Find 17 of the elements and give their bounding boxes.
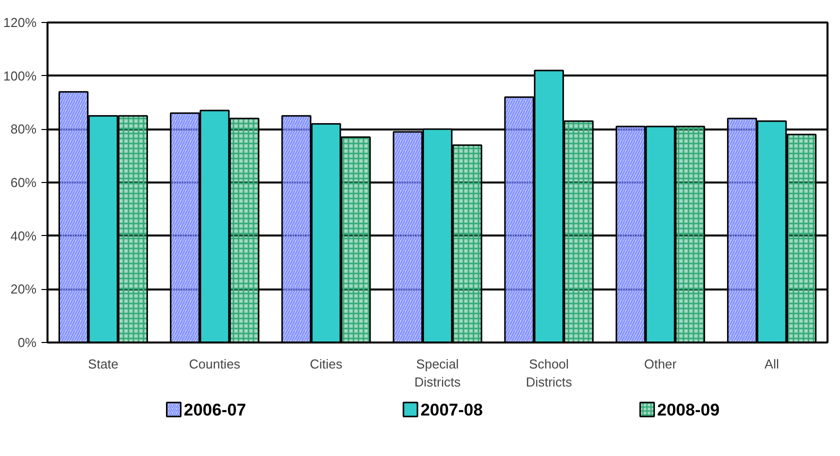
y-tick-label: 100% xyxy=(3,68,37,84)
x-tick-label: All xyxy=(764,356,780,372)
x-tick-label: Cities xyxy=(310,356,343,372)
x-tick-label: Special Districts xyxy=(414,356,462,390)
x-tick-label: Counties xyxy=(188,356,241,372)
y-tick-label: 20% xyxy=(10,282,37,297)
x-tick-label: Other xyxy=(644,356,678,372)
legend-label: 2008-09 xyxy=(657,400,720,420)
legend-label: 2006-07 xyxy=(184,400,246,420)
legend-label: 2007-08 xyxy=(420,400,483,420)
y-tick-label: 80% xyxy=(10,122,37,137)
x-tick-label: School Districts xyxy=(526,356,573,390)
y-tick-label: 120% xyxy=(3,15,37,30)
y-tick-label: 60% xyxy=(10,175,37,190)
y-tick-label: 0% xyxy=(18,335,37,350)
x-tick-label: State xyxy=(88,356,118,372)
y-tick-label: 40% xyxy=(10,228,37,244)
